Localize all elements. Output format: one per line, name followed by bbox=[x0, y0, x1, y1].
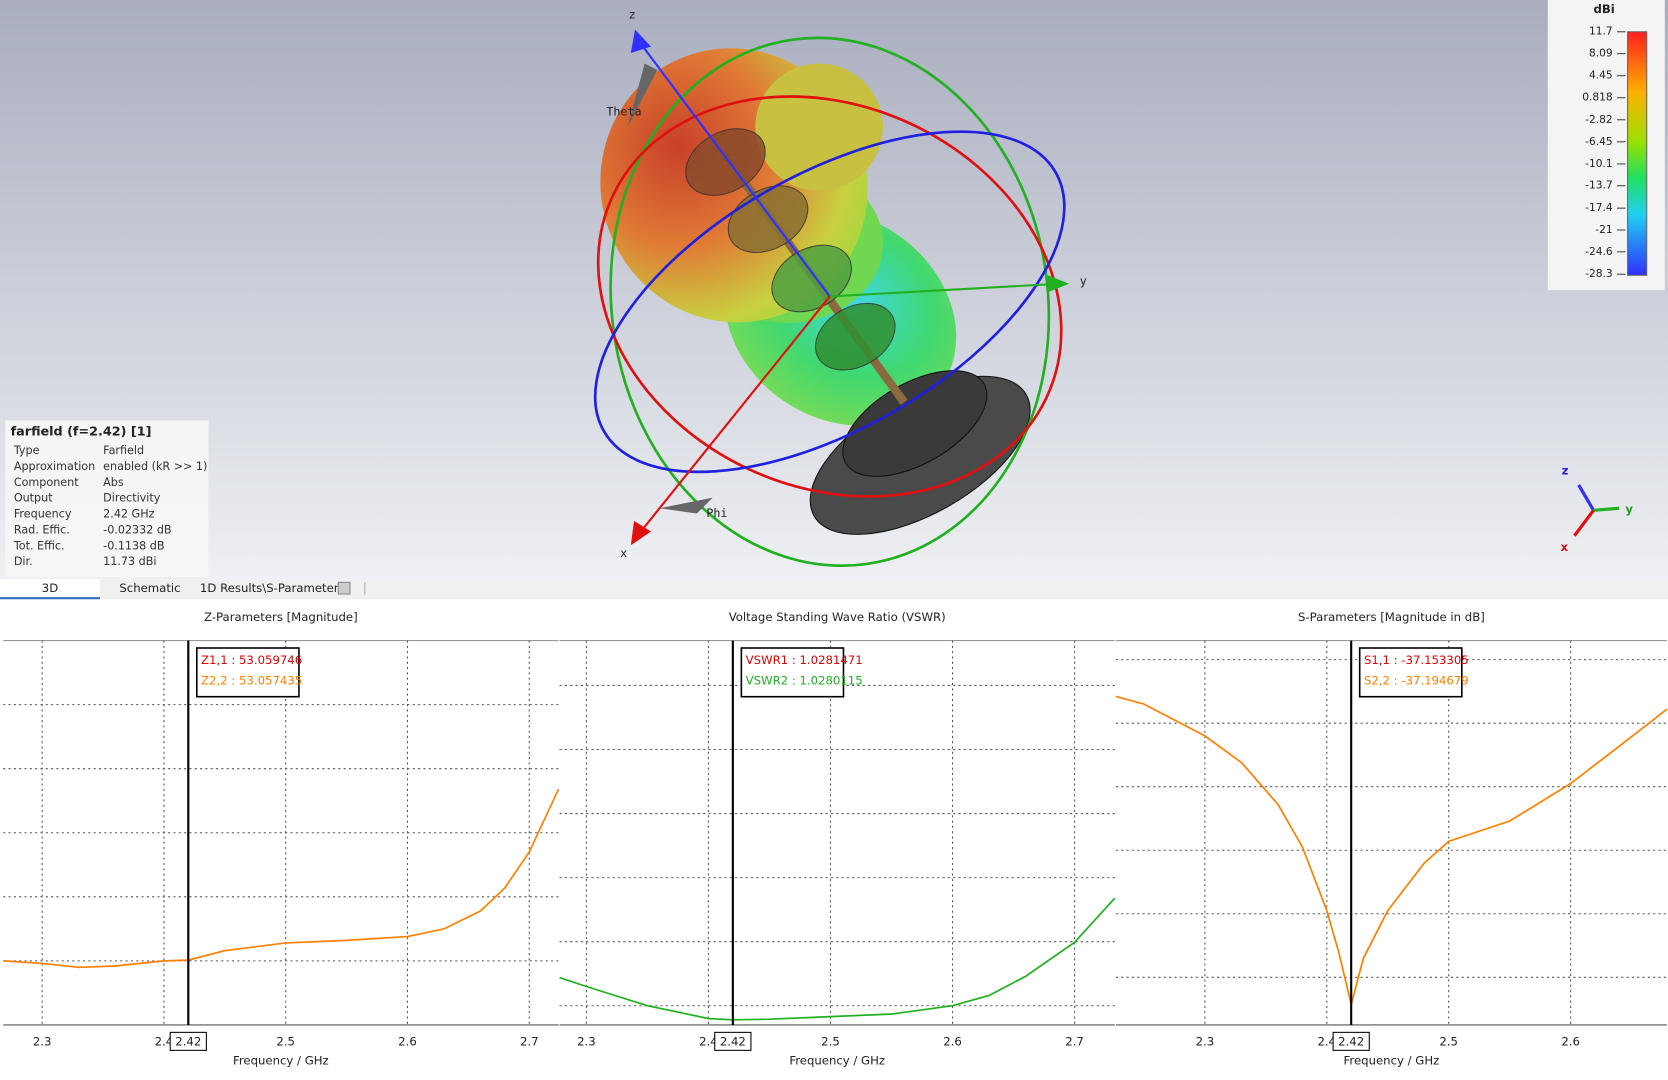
curve bbox=[559, 897, 1116, 1021]
triad-y: y bbox=[1625, 502, 1633, 516]
tab-results[interactable]: 1D Results\S-Parameters bbox=[200, 581, 345, 595]
colorbar-label: 8.09 bbox=[1589, 47, 1613, 60]
x-tick-label: 2.4 bbox=[155, 1034, 174, 1048]
x-axis-label: Frequency / GHz bbox=[789, 1053, 885, 1067]
info-key: Component bbox=[14, 476, 79, 489]
farfield-pattern bbox=[600, 48, 1031, 535]
marker-label-box bbox=[714, 1031, 752, 1051]
plot-area bbox=[1115, 640, 1667, 1025]
info-key: Rad. Effic. bbox=[14, 523, 70, 536]
colorbar-label: 11.7 bbox=[1589, 25, 1613, 38]
chart-title: Voltage Standing Wave Ratio (VSWR) bbox=[729, 610, 946, 624]
readout: Z2,2 : 53.057435 bbox=[201, 673, 302, 687]
x-tick-label: 2.3 bbox=[33, 1034, 52, 1048]
info-panel bbox=[5, 420, 209, 578]
orientation-triad bbox=[1573, 484, 1620, 537]
x-tick-label: 2.5 bbox=[276, 1034, 295, 1048]
info-key: Output bbox=[14, 492, 53, 505]
info-key: Approximation bbox=[14, 460, 95, 473]
marker-label-box bbox=[169, 1031, 207, 1051]
tab-strip bbox=[0, 579, 1668, 600]
x-axis-label: Frequency / GHz bbox=[1344, 1053, 1440, 1067]
x-tick-label: 2.7 bbox=[1065, 1034, 1084, 1048]
colorbar-label: -6.45 bbox=[1585, 135, 1613, 148]
info-value: -0.1138 dB bbox=[103, 539, 164, 552]
info-key: Type bbox=[13, 444, 40, 457]
axis-label-x: x bbox=[620, 546, 627, 560]
axis-label-y: y bbox=[1080, 274, 1087, 288]
x-tick-label: 2.3 bbox=[577, 1034, 596, 1048]
readout-box bbox=[1358, 647, 1463, 698]
info-value: enabled (kR >> 1) bbox=[103, 460, 207, 473]
x-tick-label: 2.4 bbox=[1318, 1034, 1337, 1048]
readout: VSWR1 : 1.0281471 bbox=[746, 653, 863, 667]
coordinate-rings bbox=[593, 36, 1066, 567]
info-title: farfield (f=2.42) [1] bbox=[11, 425, 152, 440]
colorbar-label: -24.6 bbox=[1585, 245, 1613, 258]
info-value: Abs bbox=[103, 476, 124, 489]
chart-title: S-Parameters [Magnitude in dB] bbox=[1298, 610, 1485, 624]
colorbar-label: -21 bbox=[1595, 223, 1612, 236]
marker-label: 2.42 bbox=[1338, 1034, 1364, 1048]
tab-close[interactable] bbox=[337, 581, 351, 595]
colorbar-unit: dBi bbox=[1594, 2, 1615, 16]
x-tick-label: 2.6 bbox=[943, 1034, 962, 1048]
tab-schematic[interactable]: Schematic bbox=[119, 581, 180, 595]
colorbar-label: -10.1 bbox=[1585, 157, 1613, 170]
marker-label: 2.42 bbox=[720, 1034, 746, 1048]
triad-x: x bbox=[1561, 540, 1569, 554]
readout: S1,1 : -37.153305 bbox=[1364, 653, 1469, 667]
x-tick-label: 2.3 bbox=[1196, 1034, 1215, 1048]
plot-area bbox=[559, 640, 1115, 1025]
x-axis-label: Frequency / GHz bbox=[233, 1053, 329, 1067]
info-key: Dir. bbox=[14, 555, 33, 568]
x-tick-label: 2.6 bbox=[398, 1034, 417, 1048]
info-key: Tot. Effic. bbox=[13, 539, 65, 552]
marker-label: 2.42 bbox=[175, 1034, 201, 1048]
curve bbox=[3, 788, 560, 969]
info-value: 2.42 GHz bbox=[103, 508, 154, 521]
axis-label-z: z bbox=[629, 7, 636, 21]
colorbar-label: -28.3 bbox=[1585, 267, 1613, 280]
x-tick-label: 2.4 bbox=[699, 1034, 718, 1048]
marker-label-box bbox=[1332, 1031, 1370, 1051]
colorbar bbox=[1627, 31, 1648, 276]
tab-3d[interactable]: 3D bbox=[42, 581, 58, 595]
x-tick-label: 2.7 bbox=[520, 1034, 539, 1048]
readout-box bbox=[196, 647, 300, 698]
colorbar-label: -2.82 bbox=[1585, 113, 1613, 126]
chart-title: Z-Parameters [Magnitude] bbox=[204, 610, 358, 624]
readout-box bbox=[740, 647, 845, 698]
axis-label-theta: Theta bbox=[606, 105, 641, 119]
colorbar-label: -17.4 bbox=[1585, 201, 1613, 214]
readout: VSWR2 : 1.0280115 bbox=[746, 673, 863, 687]
info-key: Frequency bbox=[14, 508, 72, 521]
info-value: -0.02332 dB bbox=[103, 523, 171, 536]
x-tick-label: 2.6 bbox=[1561, 1034, 1580, 1048]
triad-z: z bbox=[1562, 464, 1569, 478]
axis-label-phi: Phi bbox=[706, 506, 727, 520]
readout: S2,2 : -37.194679 bbox=[1364, 673, 1469, 687]
x-tick-label: 2.5 bbox=[1439, 1034, 1458, 1048]
colorbar-label: 4.45 bbox=[1589, 69, 1613, 82]
colorbar-label: 0.818 bbox=[1582, 91, 1613, 104]
info-value: Farfield bbox=[103, 444, 144, 457]
axes-3d bbox=[627, 29, 1070, 546]
x-tick-label: 2.5 bbox=[821, 1034, 840, 1048]
info-value: 11.73 dBi bbox=[103, 555, 156, 568]
readout: Z1,1 : 53.059746 bbox=[201, 653, 302, 667]
tab-active[interactable] bbox=[0, 579, 100, 600]
info-value: Directivity bbox=[103, 492, 161, 505]
colorbar-label: -13.7 bbox=[1585, 179, 1613, 192]
